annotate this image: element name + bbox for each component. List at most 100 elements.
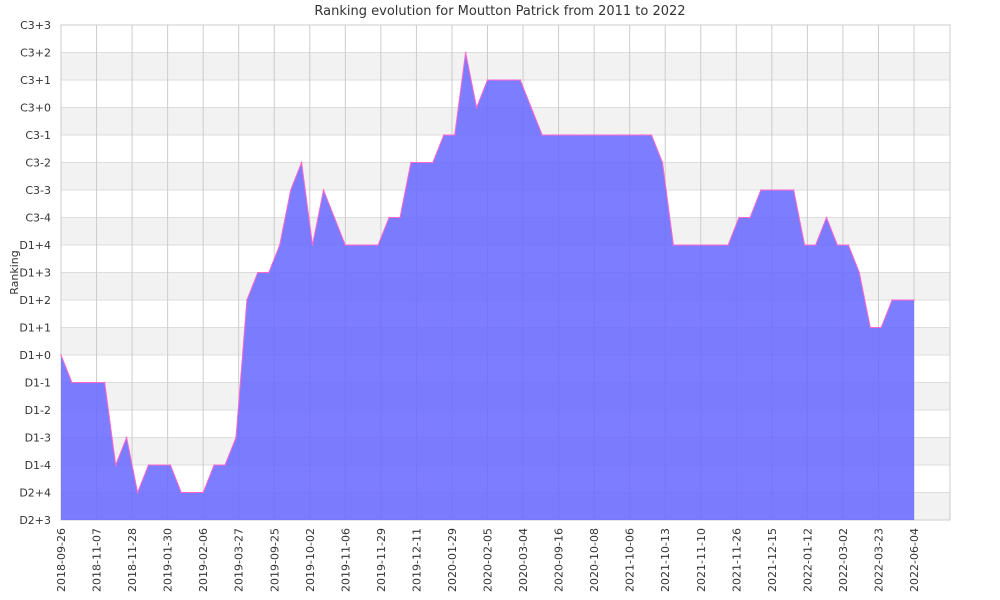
data-point [847, 244, 850, 246]
data-point [530, 106, 532, 109]
x-tick-label: 2019-09-25 [268, 528, 281, 592]
data-point [508, 79, 511, 81]
y-tick-label: D1-1 [25, 377, 51, 390]
data-point [639, 134, 642, 136]
data-point [705, 244, 707, 246]
y-tick-label: D2+4 [19, 487, 51, 500]
data-point [716, 244, 718, 246]
x-tick-label: 2021-10-13 [659, 528, 672, 592]
data-point [388, 216, 390, 219]
data-point [771, 189, 773, 191]
x-tick-label: 2019-10-02 [304, 528, 317, 592]
x-tick-label: 2020-03-04 [517, 528, 530, 592]
data-point [902, 299, 904, 301]
y-tick-label: D1+0 [19, 349, 51, 362]
data-point [672, 244, 675, 246]
data-point [224, 464, 226, 466]
x-tick-label: 2019-12-11 [410, 528, 423, 592]
data-point [650, 134, 653, 136]
data-point [836, 244, 839, 246]
x-tick-label: 2022-03-23 [872, 528, 885, 592]
data-point [235, 436, 237, 439]
data-point [628, 134, 631, 136]
y-tick-label: C3-2 [25, 157, 51, 170]
data-point [213, 464, 215, 466]
data-point [563, 134, 565, 136]
data-point [607, 134, 609, 136]
data-point [71, 381, 73, 384]
data-point [694, 244, 697, 246]
data-point [552, 134, 554, 136]
data-point [114, 464, 117, 466]
data-point [432, 161, 434, 164]
data-point [596, 134, 598, 136]
data-point [880, 326, 882, 329]
data-point [738, 216, 740, 219]
x-tick-label: 2019-01-30 [162, 528, 175, 592]
data-point [891, 299, 893, 301]
data-point [289, 189, 292, 191]
data-point [814, 244, 817, 246]
y-tick-label: D1+2 [19, 294, 51, 307]
data-point [913, 299, 915, 301]
data-point [103, 381, 106, 384]
data-point [683, 244, 686, 246]
grid-band [61, 52, 950, 80]
data-point [475, 106, 478, 109]
y-tick-label: C3+1 [20, 74, 51, 87]
data-point [869, 326, 872, 329]
y-tick-label: C3-1 [25, 129, 51, 142]
x-tick-label: 2018-09-26 [55, 528, 68, 592]
y-tick-label: C3-3 [25, 184, 51, 197]
y-tick-label: D1+3 [19, 267, 51, 280]
x-tick-label: 2022-06-04 [908, 528, 921, 592]
data-point [617, 134, 620, 136]
x-tick-label: 2021-12-15 [766, 528, 779, 592]
data-point [541, 134, 543, 136]
y-axis-ticks: D2+3 D2+4 D1-4 D1-3 D1-2 D1-1 D1+0 D1+1 D1+2 D1+3… [19, 19, 51, 527]
y-tick-label: D1-4 [25, 459, 51, 472]
data-point [344, 244, 347, 246]
data-point [278, 244, 281, 246]
data-point [147, 464, 150, 466]
x-tick-label: 2020-01-29 [446, 528, 459, 592]
data-point [574, 134, 576, 136]
data-point [246, 299, 248, 301]
x-tick-label: 2019-02-06 [197, 528, 210, 592]
data-point [661, 161, 664, 164]
data-point [443, 134, 445, 136]
x-tick-label: 2019-11-06 [339, 528, 352, 592]
data-point [125, 436, 128, 439]
y-tick-label: D1-3 [25, 432, 51, 445]
data-point [300, 161, 303, 164]
data-point [803, 244, 806, 246]
data-point [191, 491, 193, 494]
data-point [377, 244, 379, 246]
data-point [311, 244, 314, 246]
data-point [749, 216, 751, 219]
x-tick-label: 2019-11-29 [375, 528, 388, 592]
data-point [497, 79, 500, 81]
data-point [202, 491, 204, 494]
data-point [486, 79, 489, 81]
y-tick-label: D1+4 [19, 239, 51, 252]
data-point [453, 134, 456, 136]
data-point [180, 491, 183, 494]
data-point [519, 79, 522, 81]
data-point [136, 491, 139, 494]
data-point [322, 189, 325, 191]
data-point [410, 161, 412, 164]
x-tick-label: 2021-11-10 [695, 528, 708, 592]
x-tick-label: 2020-02-05 [482, 528, 495, 592]
data-point [421, 161, 423, 164]
data-point [760, 189, 762, 191]
y-tick-label: D2+3 [19, 514, 51, 527]
data-point [366, 244, 369, 246]
y-axis-label: Ranking [8, 250, 21, 295]
x-tick-label: 2021-10-06 [624, 528, 637, 592]
area-series [60, 51, 915, 520]
data-point [158, 464, 161, 466]
grid-band [61, 25, 950, 53]
